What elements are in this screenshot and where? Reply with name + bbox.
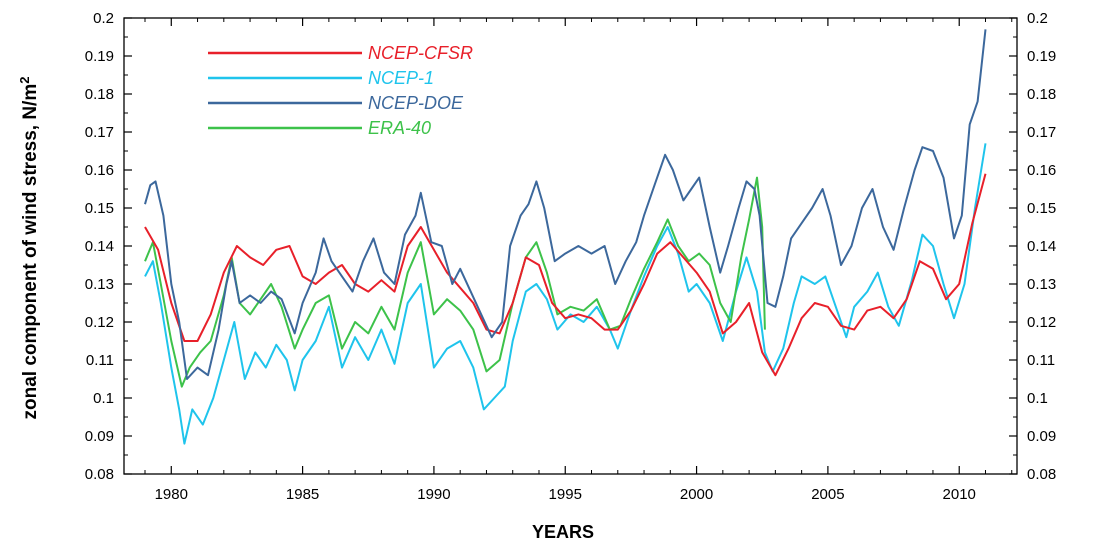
x-tick-label: 2000 bbox=[680, 486, 713, 503]
y-right-tick-label: 0.13 bbox=[1027, 276, 1056, 293]
y-right-tick-label: 0.12 bbox=[1027, 314, 1056, 331]
x-tick-label: 1985 bbox=[286, 486, 319, 503]
legend: NCEP-CFSR NCEP-1 NCEP-DOE ERA-40 bbox=[208, 43, 473, 138]
y-right-tick-label: 0.08 bbox=[1027, 466, 1056, 483]
y-axis-title: zonal component of wind stress, N/m2 bbox=[17, 77, 41, 420]
y-left-tick-label: 0.15 bbox=[85, 200, 114, 217]
series-line-ncep-doe bbox=[144, 29, 987, 380]
y-left-tick-label: 0.11 bbox=[86, 352, 114, 369]
y-right-tick-label: 0.15 bbox=[1027, 200, 1056, 217]
x-axis-title: YEARS bbox=[532, 522, 594, 542]
legend-label: NCEP-1 bbox=[368, 68, 434, 88]
plot-frame bbox=[123, 17, 1018, 475]
y-right-tick-label: 0.16 bbox=[1027, 162, 1056, 179]
legend-label: ERA-40 bbox=[368, 118, 431, 138]
legend-label: NCEP-DOE bbox=[368, 93, 464, 113]
x-tick-label: 2010 bbox=[943, 486, 976, 503]
y-left-tick-label: 0.12 bbox=[85, 314, 114, 331]
y-left-tick-label: 0.16 bbox=[85, 162, 114, 179]
plot-border bbox=[123, 17, 1018, 475]
y-left-tick-label: 0.2 bbox=[93, 10, 114, 27]
y-axis-title-superscript: 2 bbox=[17, 77, 32, 84]
y-left-tick-label: 0.08 bbox=[85, 466, 114, 483]
y-right-tick-label: 0.14 bbox=[1027, 238, 1056, 255]
y-left-tick-label: 0.18 bbox=[85, 86, 114, 103]
y-axis-title-text: zonal component of wind stress, N/m bbox=[20, 84, 41, 420]
y-right-tick-label: 0.1 bbox=[1027, 390, 1048, 407]
y-left-tick-label: 0.14 bbox=[85, 238, 114, 255]
y-left-tick-label: 0.17 bbox=[85, 124, 114, 141]
x-tick-label: 1980 bbox=[155, 486, 188, 503]
y-left-tick-label: 0.09 bbox=[85, 428, 114, 445]
y-left-tick-label: 0.13 bbox=[85, 276, 114, 293]
y-right-tick-label: 0.18 bbox=[1027, 86, 1056, 103]
legend-label: NCEP-CFSR bbox=[368, 43, 473, 63]
x-axis: 1980 1985 1990 1995 2000 2005 2010 bbox=[144, 18, 1013, 503]
x-tick-label: 2005 bbox=[811, 486, 844, 503]
y-right-tick-label: 0.2 bbox=[1027, 10, 1048, 27]
y-right-tick-label: 0.09 bbox=[1027, 428, 1056, 445]
y-right-tick-label: 0.11 bbox=[1027, 352, 1055, 369]
y-axis-right: 0.08 0.09 0.1 0.11 0.12 0.13 0.14 0.15 0.16 0.17 0… bbox=[1009, 10, 1056, 483]
y-left-tick-label: 0.1 bbox=[93, 390, 114, 407]
series-line-ncep-cfsr bbox=[144, 173, 987, 377]
y-right-tick-label: 0.19 bbox=[1027, 48, 1056, 65]
series-layer bbox=[144, 29, 987, 445]
y-right-tick-label: 0.17 bbox=[1027, 124, 1056, 141]
x-tick-label: 1990 bbox=[417, 486, 450, 503]
x-tick-label: 1995 bbox=[549, 486, 582, 503]
y-left-tick-label: 0.19 bbox=[85, 48, 114, 65]
series-line-ncep-1 bbox=[144, 143, 987, 445]
y-axis-left: 0.08 0.09 0.1 0.11 0.12 0.13 0.14 0.15 0.16 0.17 0… bbox=[85, 10, 132, 483]
